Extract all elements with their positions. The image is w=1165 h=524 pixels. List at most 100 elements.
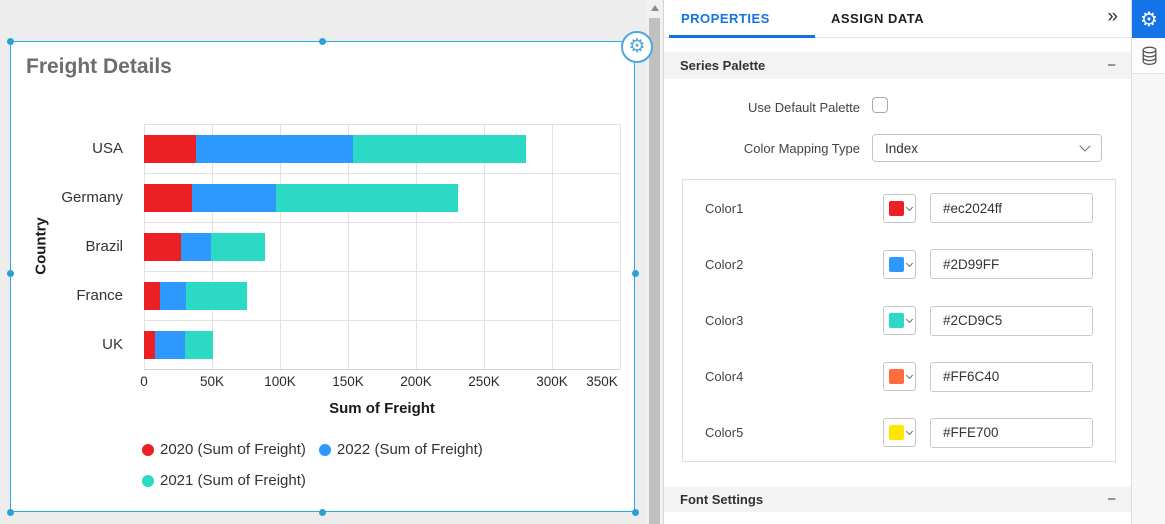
section-font-settings[interactable]: Font Settings − — [664, 487, 1132, 512]
x-tick-label: 100K — [264, 374, 296, 389]
x-tick-label: 250K — [468, 374, 500, 389]
color-hex-input[interactable] — [930, 193, 1093, 224]
chevron-down-icon — [905, 428, 914, 436]
color-swatch-button[interactable] — [883, 249, 916, 279]
chevron-down-icon — [905, 203, 914, 211]
bar-segment[interactable] — [275, 184, 459, 212]
bar-segment[interactable] — [191, 184, 276, 212]
gridline-horizontal — [144, 320, 620, 321]
color-swatch — [889, 369, 904, 385]
legend-item[interactable]: 2020 (Sum of Freight) — [142, 434, 306, 465]
bar-segment[interactable] — [144, 331, 155, 359]
resize-handle-left-middle[interactable] — [7, 270, 14, 277]
color-row-label: Color4 — [705, 369, 744, 385]
color-hex-input[interactable] — [930, 417, 1093, 448]
collapse-minus-icon[interactable]: − — [1107, 491, 1116, 508]
widget-properties-icon[interactable]: ⚙ — [1132, 0, 1165, 38]
use-default-palette-checkbox[interactable] — [872, 97, 888, 113]
active-tab-underline — [669, 35, 815, 38]
color-row-label: Color1 — [705, 200, 744, 216]
legend-marker — [142, 474, 154, 487]
x-axis-tick-labels: 0 50K 100K 150K 200K 250K 300K 350K — [140, 374, 620, 392]
resize-handle-top-left[interactable] — [7, 38, 14, 45]
color-swatch — [889, 425, 904, 441]
chevron-down-icon — [905, 259, 914, 267]
resize-handle-bottom-middle[interactable] — [319, 509, 326, 516]
right-icon-toolbar: ⚙ — [1131, 0, 1165, 524]
x-axis-title: Sum of Freight — [329, 400, 435, 417]
section-title: Series Palette — [680, 58, 766, 73]
tab-properties[interactable]: PROPERTIES — [681, 11, 770, 26]
section-series-palette[interactable]: Series Palette − — [664, 52, 1132, 79]
bar-segment[interactable] — [210, 233, 266, 261]
color-swatch-button[interactable] — [883, 193, 916, 223]
database-icon[interactable] — [1132, 38, 1165, 74]
resize-handle-bottom-right[interactable] — [632, 509, 639, 516]
chart-title: Freight Details — [26, 55, 172, 78]
bar-segment[interactable] — [353, 135, 527, 163]
color-row: Color2 — [683, 236, 1115, 292]
vertical-scrollbar[interactable] — [647, 0, 663, 524]
color-palette-group: Color1 Color2 Color3 Color4 Color5 — [682, 179, 1116, 462]
color-swatch-button[interactable] — [883, 306, 916, 335]
color-swatch — [889, 256, 904, 272]
use-default-palette-label: Use Default Palette — [747, 100, 860, 115]
color-mapping-select[interactable]: Index — [872, 134, 1102, 162]
gridline-vertical — [552, 124, 553, 369]
bar-segment[interactable] — [160, 282, 187, 310]
gridline-vertical — [280, 124, 281, 369]
color-swatch-button[interactable] — [883, 362, 916, 392]
widget-settings-icon[interactable]: ⚙ — [621, 31, 653, 63]
x-tick-label: 300K — [536, 374, 568, 389]
color-row: Color5 — [683, 405, 1115, 461]
color-row: Color1 — [683, 180, 1115, 236]
color-hex-input[interactable] — [930, 305, 1093, 336]
properties-panel: PROPERTIES ASSIGN DATA » Series Palette … — [663, 0, 1132, 524]
bar-segment[interactable] — [195, 135, 354, 163]
section-title: Font Settings — [680, 492, 764, 507]
color-swatch — [889, 200, 904, 216]
legend-label: 2021 (Sum of Freight) — [160, 472, 306, 489]
legend-item[interactable]: 2021 (Sum of Freight) — [142, 465, 306, 496]
category-label: Brazil — [85, 238, 123, 255]
tab-assign-data[interactable]: ASSIGN DATA — [831, 11, 925, 26]
chart-plot-area — [144, 124, 621, 370]
panel-tab-row: PROPERTIES ASSIGN DATA » — [664, 0, 1132, 38]
collapse-minus-icon[interactable]: − — [1107, 57, 1116, 74]
scroll-up-icon[interactable] — [651, 5, 659, 11]
chart-widget[interactable]: Freight Details Country USA Germany Brazil… — [10, 41, 635, 512]
color-hex-input[interactable] — [930, 361, 1093, 392]
category-label: Germany — [61, 189, 123, 206]
scrollbar-thumb[interactable] — [649, 18, 660, 524]
panel-collapse-icon[interactable]: » — [1107, 6, 1118, 27]
color-swatch — [889, 313, 904, 328]
legend-item[interactable]: 2022 (Sum of Freight) — [318, 434, 483, 465]
chart-legend: 2020 (Sum of Freight) 2022 (Sum of Freigh… — [142, 434, 612, 496]
bar-segment[interactable] — [186, 282, 248, 310]
resize-handle-bottom-left[interactable] — [7, 509, 14, 516]
designer-canvas[interactable]: Freight Details Country USA Germany Brazil… — [0, 0, 653, 524]
resize-handle-top-middle[interactable] — [319, 38, 326, 45]
color-hex-input[interactable] — [930, 249, 1093, 280]
bar-segment[interactable] — [144, 184, 192, 212]
gridline-horizontal — [144, 271, 620, 272]
resize-handle-right-middle[interactable] — [632, 270, 639, 277]
color-swatch-button[interactable] — [883, 418, 916, 448]
color-row-label: Color2 — [705, 256, 744, 272]
gridline-horizontal — [144, 124, 620, 125]
bar-segment[interactable] — [184, 331, 214, 359]
color-row: Color4 — [683, 349, 1115, 405]
x-tick-label: 50K — [199, 374, 225, 389]
bar-segment[interactable] — [154, 331, 185, 359]
gridline-horizontal — [144, 369, 620, 370]
bar-segment[interactable] — [144, 233, 181, 261]
gridline-vertical — [620, 124, 621, 369]
gridline-vertical — [348, 124, 349, 369]
x-tick-label: 200K — [400, 374, 432, 389]
gridline-vertical — [484, 124, 485, 369]
bar-segment[interactable] — [144, 282, 161, 310]
bar-segment[interactable] — [180, 233, 211, 261]
gridline-vertical — [416, 124, 417, 369]
bar-segment[interactable] — [144, 135, 196, 163]
